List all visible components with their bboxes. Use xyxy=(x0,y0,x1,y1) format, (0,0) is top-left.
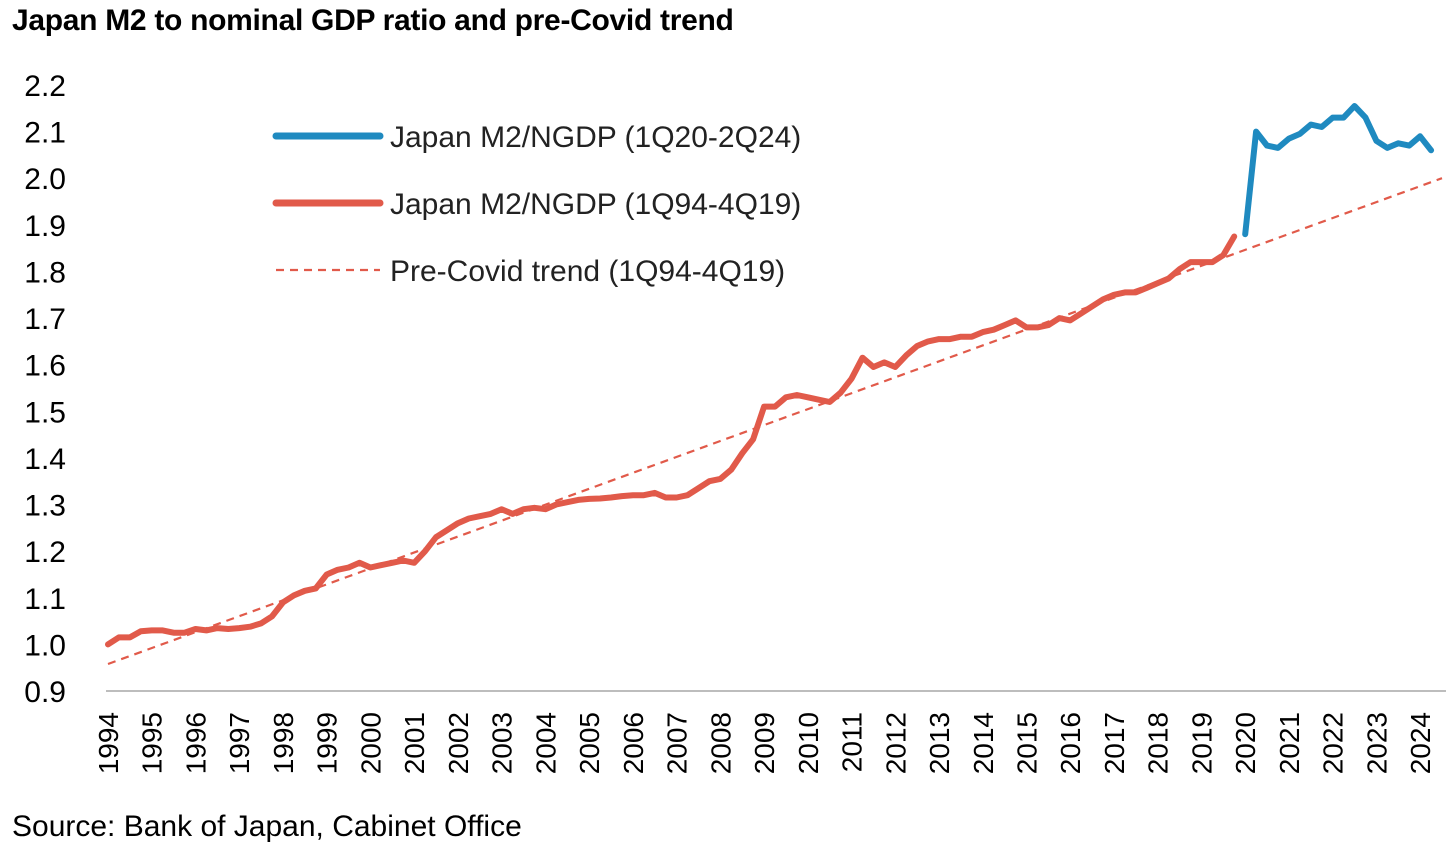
y-tick-label: 1.4 xyxy=(24,443,66,476)
x-tick-label: 2024 xyxy=(1405,712,1436,774)
x-tick-label: 1998 xyxy=(268,712,299,774)
chart-source: Source: Bank of Japan, Cabinet Office xyxy=(12,810,522,843)
y-tick-label: 1.0 xyxy=(24,629,66,662)
y-tick-label: 0.9 xyxy=(24,676,66,709)
x-tick-label: 2000 xyxy=(355,712,386,774)
y-tick-label: 2.1 xyxy=(24,117,66,150)
x-tick-label: 2009 xyxy=(749,712,780,774)
x-axis-ticks: 1994 1995 1996 1997 1998 1999 2000 2001 2002 2003… xyxy=(93,712,1436,774)
legend-label-1: Japan M2/NGDP (1Q94-4Q19) xyxy=(390,188,801,221)
x-tick-label: 2017 xyxy=(1099,712,1130,774)
legend-label-0: Japan M2/NGDP (1Q20-2Q24) xyxy=(390,121,801,154)
x-tick-label: 2013 xyxy=(924,712,955,774)
x-tick-label: 1999 xyxy=(312,712,343,774)
y-tick-label: 2.0 xyxy=(24,163,66,196)
x-tick-label: 2012 xyxy=(880,712,911,774)
x-tick-label: 2011 xyxy=(837,712,868,772)
x-tick-label: 2005 xyxy=(574,712,605,774)
y-tick-label: 1.9 xyxy=(24,210,66,243)
x-tick-label: 2019 xyxy=(1186,712,1217,774)
x-tick-label: 1997 xyxy=(224,712,255,774)
x-tick-label: 2008 xyxy=(705,712,736,774)
y-tick-label: 1.8 xyxy=(24,256,66,289)
y-tick-label: 1.3 xyxy=(24,490,66,523)
x-tick-label: 2015 xyxy=(1011,712,1042,774)
x-tick-label: 2018 xyxy=(1143,712,1174,774)
x-tick-label: 1996 xyxy=(180,712,211,774)
x-tick-label: 2002 xyxy=(443,712,474,774)
legend: Japan M2/NGDP (1Q20-2Q24) Japan M2/NGDP (… xyxy=(272,121,801,288)
y-tick-label: 2.2 xyxy=(24,70,66,103)
chart-title: Japan M2 to nominal GDP ratio and pre-Co… xyxy=(12,4,734,37)
y-tick-label: 1.1 xyxy=(24,583,66,616)
x-tick-label: 2006 xyxy=(618,712,649,774)
y-tick-label: 1.7 xyxy=(24,303,66,336)
x-tick-label: 2020 xyxy=(1230,712,1261,774)
series-line-1 xyxy=(105,233,1238,648)
x-tick-label: 2004 xyxy=(530,712,561,774)
y-axis-ticks: 0.9 1.0 1.1 1.2 1.3 1.4 1.5 1.6 1.7 1.8 1.9 2.0 2.1 2… xyxy=(24,70,66,709)
x-tick-label: 2014 xyxy=(968,712,999,774)
series-line-0 xyxy=(1242,103,1435,238)
x-tick-label: 2022 xyxy=(1318,712,1349,774)
x-tick-label: 2007 xyxy=(662,712,693,774)
x-tick-label: 2021 xyxy=(1274,712,1305,774)
series-layer xyxy=(105,103,1443,666)
y-tick-label: 1.6 xyxy=(24,350,66,383)
x-tick-label: 1994 xyxy=(93,712,124,774)
y-tick-label: 1.5 xyxy=(24,396,66,429)
x-tick-label: 2010 xyxy=(793,712,824,774)
x-tick-label: 2003 xyxy=(487,712,518,774)
x-tick-label: 2023 xyxy=(1361,712,1392,774)
x-tick-label: 2001 xyxy=(399,712,430,774)
x-tick-label: 2016 xyxy=(1055,712,1086,774)
x-tick-label: 1995 xyxy=(137,712,168,774)
y-tick-label: 1.2 xyxy=(24,536,66,569)
legend-label-2: Pre-Covid trend (1Q94-4Q19) xyxy=(390,255,785,288)
